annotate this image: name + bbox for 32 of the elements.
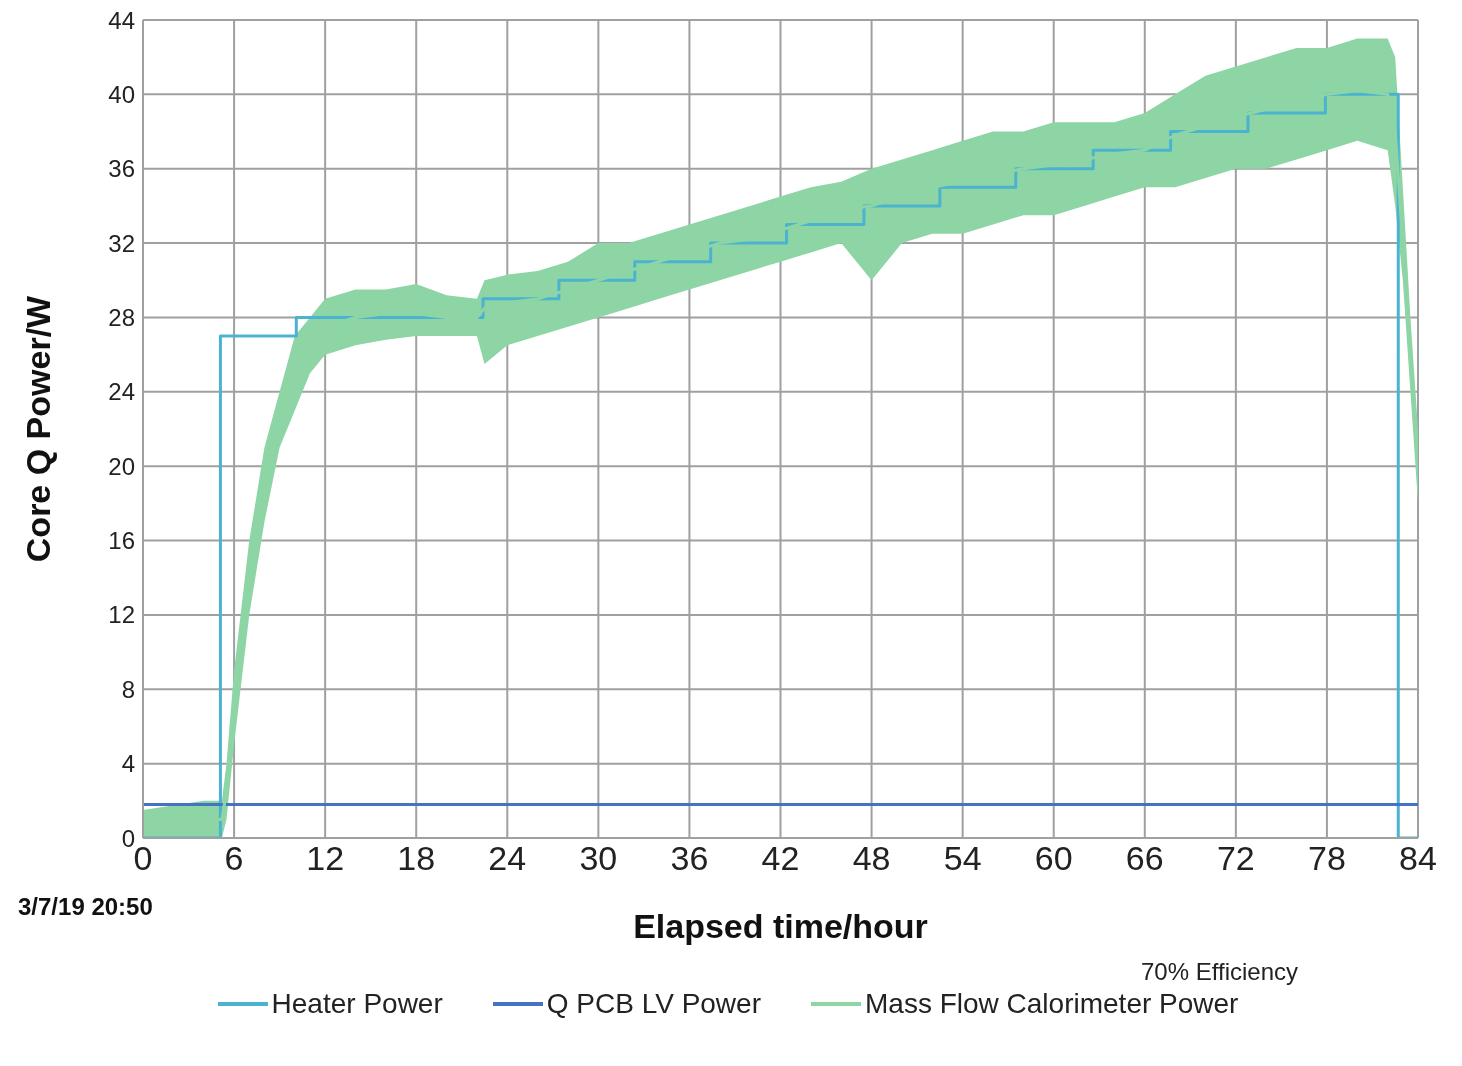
- x-tick-label: 18: [397, 839, 436, 878]
- x-tick-label: 6: [224, 839, 244, 878]
- text: 3/7/19 20:50: [18, 893, 153, 921]
- y-tick-label: 44: [108, 6, 135, 34]
- y-axis-title: Core Q Power/W: [19, 294, 58, 563]
- x-tick-label: 84: [1399, 839, 1437, 878]
- x-tick-label: 66: [1125, 839, 1164, 878]
- x-tick-label: 12: [306, 839, 345, 878]
- x-tick-label: 72: [1216, 839, 1255, 878]
- y-tick-label: 36: [108, 155, 135, 183]
- x-axis-title: Elapsed time/hour: [633, 907, 928, 945]
- text: 70% Efficiency: [1141, 958, 1298, 986]
- x-tick-label: 60: [1034, 839, 1073, 878]
- y-tick-label: 40: [108, 80, 135, 108]
- x-tick-label: 30: [579, 839, 618, 878]
- legend-label: Mass Flow Calorimeter Power: [865, 988, 1239, 1020]
- x-tick-label: 48: [852, 839, 891, 878]
- x-tick-label: 24: [488, 839, 527, 878]
- x-tick-label: 36: [670, 839, 709, 878]
- x-tick-label: 42: [761, 839, 800, 878]
- y-tick-label: 4: [121, 750, 135, 778]
- legend-label: Heater Power: [271, 988, 443, 1020]
- legend-label: Q PCB LV Power: [546, 988, 761, 1020]
- y-tick-label: 28: [108, 303, 135, 331]
- y-tick-label: 20: [108, 452, 135, 480]
- y-tick-label: 12: [108, 601, 135, 629]
- y-tick-label: 8: [121, 675, 135, 703]
- y-tick-label: 24: [108, 378, 135, 406]
- x-tick-label: 54: [943, 839, 982, 878]
- x-tick-label: 78: [1308, 839, 1346, 878]
- y-tick-label: 32: [108, 229, 135, 257]
- y-tick-label: 16: [108, 527, 135, 555]
